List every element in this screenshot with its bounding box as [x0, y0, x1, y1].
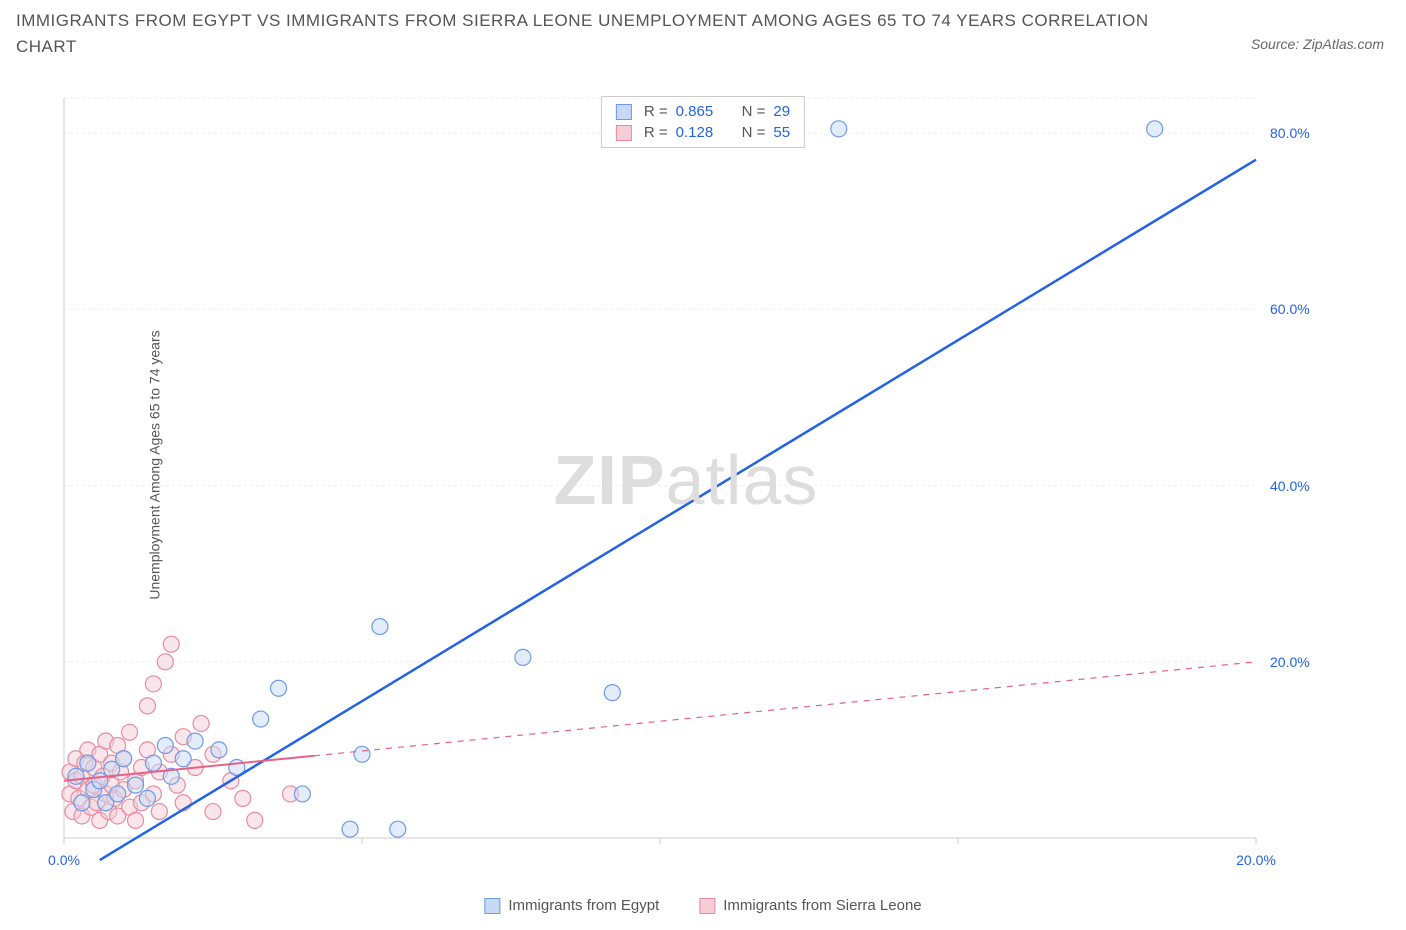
chart-title: IMMIGRANTS FROM EGYPT VS IMMIGRANTS FROM… [16, 8, 1206, 59]
stats-row-egypt: R = 0.865 N = 29 [616, 101, 790, 122]
r-label: R = [644, 101, 668, 122]
swatch-egypt-icon [484, 898, 500, 914]
legend-label-egypt: Immigrants from Egypt [508, 897, 659, 914]
y-tick-label: 60.0% [1270, 301, 1310, 317]
n-label: N = [742, 101, 766, 122]
x-tick-label: 20.0% [1236, 852, 1276, 868]
legend-item-egypt: Immigrants from Egypt [484, 897, 659, 914]
stats-legend-box: R = 0.865 N = 29 R = 0.128 N = 55 [601, 96, 805, 148]
n-label: N = [742, 122, 766, 143]
swatch-egypt [616, 104, 632, 120]
r-value-sierra: 0.128 [676, 122, 724, 143]
y-tick-label: 40.0% [1270, 478, 1310, 494]
chart-area: ZIPatlas 20.0%40.0%60.0%80.0%0.0%20.0% [56, 90, 1316, 870]
stats-row-sierra: R = 0.128 N = 55 [616, 122, 790, 143]
y-tick-label: 20.0% [1270, 654, 1310, 670]
r-value-egypt: 0.865 [676, 101, 724, 122]
n-value-sierra: 55 [773, 122, 790, 143]
source-attribution: Source: ZipAtlas.com [1251, 36, 1384, 52]
legend-label-sierra: Immigrants from Sierra Leone [723, 897, 921, 914]
swatch-sierra-icon [699, 898, 715, 914]
bottom-legend: Immigrants from Egypt Immigrants from Si… [484, 897, 921, 914]
chart-svg [56, 90, 1316, 870]
swatch-sierra [616, 125, 632, 141]
legend-item-sierra: Immigrants from Sierra Leone [699, 897, 921, 914]
x-tick-label: 0.0% [48, 852, 80, 868]
r-label: R = [644, 122, 668, 143]
y-tick-label: 80.0% [1270, 125, 1310, 141]
n-value-egypt: 29 [773, 101, 790, 122]
